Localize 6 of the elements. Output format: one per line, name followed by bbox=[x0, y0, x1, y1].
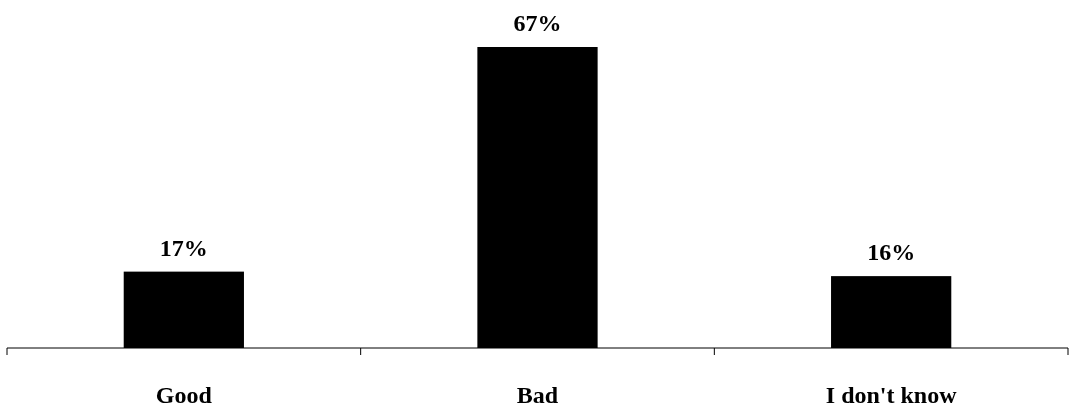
data-label: 67% bbox=[513, 10, 562, 36]
x-tick-label: I don't know bbox=[825, 382, 958, 408]
x-tick-label: Bad bbox=[516, 382, 559, 408]
data-label: 16% bbox=[867, 239, 916, 266]
x-tick-label: Good bbox=[155, 382, 213, 408]
data-label: 17% bbox=[159, 234, 208, 261]
